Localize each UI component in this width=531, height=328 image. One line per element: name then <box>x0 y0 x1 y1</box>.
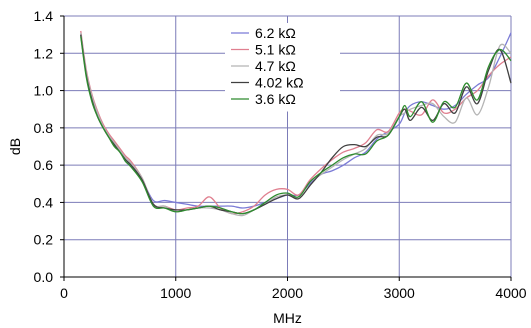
y-tick-label: 0.6 <box>34 157 54 173</box>
legend: 6.2 kΩ5.1 kΩ4.7 kΩ4.02 kΩ3.6 kΩ <box>225 23 340 112</box>
legend-label-3: 4.7 kΩ <box>255 58 296 74</box>
y-tick-label: 1.0 <box>34 83 54 99</box>
x-axis-title: MHz <box>273 310 302 326</box>
x-tick-label: 1000 <box>160 285 191 301</box>
y-tick-label: 0.8 <box>34 120 54 136</box>
series-line-5 <box>80 36 512 215</box>
legend-label-2: 5.1 kΩ <box>255 42 296 58</box>
x-tick-label: 2000 <box>272 285 303 301</box>
legend-label-4: 4.02 kΩ <box>255 75 304 91</box>
y-tick-label: 1.4 <box>34 8 54 24</box>
y-tick-label: 0.0 <box>34 269 54 285</box>
series-lines <box>80 30 512 217</box>
y-tick-label: 0.2 <box>34 232 54 248</box>
tick-labels: 0.0 0.2 0.4 0.6 0.8 1.0 1.2 1.4 0 1000 2000 3000 400… <box>34 8 527 301</box>
legend-background <box>225 23 340 112</box>
y-tick-label: 0.4 <box>34 194 54 210</box>
x-tick-label: 4000 <box>495 285 526 301</box>
series-line-3 <box>80 32 512 217</box>
x-tick-label: 0 <box>60 285 68 301</box>
y-axis-title: dB <box>7 138 23 155</box>
x-tick-label: 3000 <box>384 285 415 301</box>
legend-label-1: 6.2 kΩ <box>255 25 296 41</box>
axes <box>60 15 512 281</box>
y-tick-label: 1.2 <box>34 45 54 61</box>
legend-label-5: 3.6 kΩ <box>255 91 296 107</box>
